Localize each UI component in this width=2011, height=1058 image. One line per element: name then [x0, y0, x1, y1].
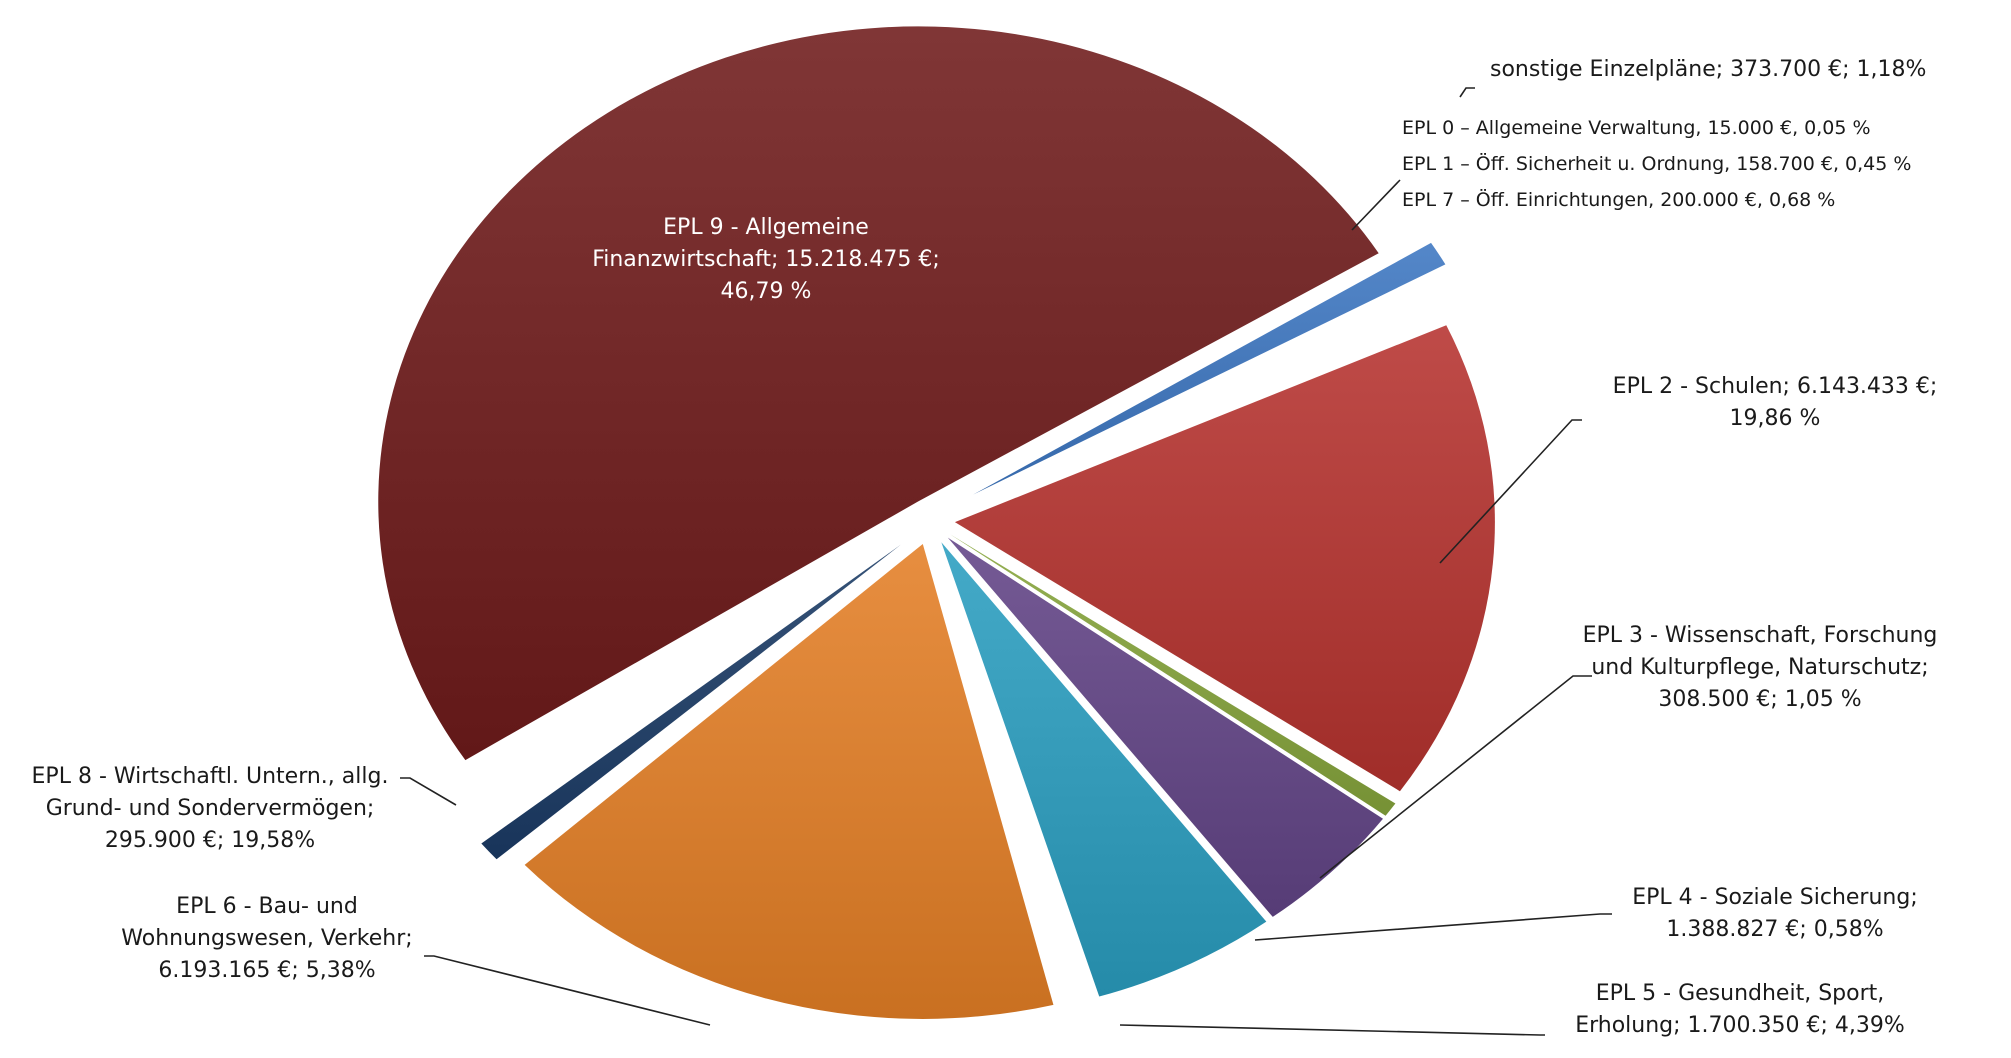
slice-labels: sonstige Einzelpläne; 373.700 €; 1,18% EP… — [32, 57, 1938, 1038]
leader-sonst-tick — [1459, 87, 1475, 98]
slice-sonst — [973, 242, 1446, 495]
label-epl8: EPL 8 - Wirtschaftl. Untern., allg. Grund… — [32, 764, 389, 853]
leader-epl2 — [1439, 419, 1582, 564]
slice-epl6 — [524, 543, 1054, 1019]
slice-epl8 — [481, 544, 901, 860]
label-epl9-line: EPL 9 - Allgemeine — [663, 215, 869, 240]
label-epl3: EPL 3 - Wissenschaft, Forschung und Kultu… — [1583, 623, 1938, 712]
label-epl9: EPL 9 - Allgemeine Finanzwirtschaft; 15.2… — [592, 215, 940, 304]
leader-epl4 — [1254, 913, 1612, 941]
sub-breakdown-item: EPL 0 – Allgemeine Verwaltung, 15.000 €,… — [1402, 117, 1871, 139]
label-epl4: EPL 4 - Soziale Sicherung; 1.388.827 €; 0… — [1632, 885, 1918, 942]
label-epl6: EPL 6 - Bau- und Wohnungswesen, Verkehr; 6… — [121, 894, 412, 983]
label-epl6-line: 6.193.165 €; 5,38% — [158, 958, 375, 983]
slice-epl2 — [954, 325, 1495, 792]
leader-lines — [400, 87, 1612, 1036]
label-epl3-line: und Kulturpflege, Naturschutz; — [1591, 655, 1928, 680]
label-epl8-line: 295.900 €; 19,58% — [105, 828, 315, 853]
label-epl4-line: 1.388.827 €; 0,58% — [1666, 917, 1883, 942]
leader-epl5 — [1119, 1024, 1545, 1036]
leader-epl3 — [1319, 675, 1592, 879]
slice-epl4 — [947, 537, 1383, 917]
label-epl3-line: 308.500 €; 1,05 % — [1658, 687, 1861, 712]
slice-epl3 — [950, 534, 1396, 816]
slice-epl5 — [941, 542, 1267, 997]
label-epl3-line: EPL 3 - Wissenschaft, Forschung — [1583, 623, 1938, 648]
label-epl8-line: EPL 8 - Wirtschaftl. Untern., allg. — [32, 764, 389, 789]
label-epl2-line: 19,86 % — [1730, 406, 1821, 431]
label-epl2-line: EPL 2 - Schulen; 6.143.433 €; — [1613, 374, 1938, 399]
label-epl2: EPL 2 - Schulen; 6.143.433 €; 19,86 % — [1613, 374, 1938, 431]
slice-epl9 — [378, 26, 1379, 761]
label-epl5: EPL 5 - Gesundheit, Sport, Erholung; 1.70… — [1575, 981, 1905, 1038]
label-sonst-line: sonstige Einzelpläne; 373.700 €; 1,18% — [1490, 57, 1926, 82]
label-epl5-line: EPL 5 - Gesundheit, Sport, — [1596, 981, 1885, 1006]
label-epl8-line: Grund- und Sondervermögen; — [46, 796, 375, 821]
label-epl4-line: EPL 4 - Soziale Sicherung; — [1632, 885, 1918, 910]
sub-breakdown-item: EPL 1 – Öff. Sicherheit u. Ordnung, 158.… — [1402, 152, 1911, 175]
label-epl6-line: Wohnungswesen, Verkehr; — [121, 926, 412, 951]
sub-breakdown-item: EPL 7 – Öff. Einrichtungen, 200.000 €, 0… — [1402, 188, 1835, 211]
label-sonst: sonstige Einzelpläne; 373.700 €; 1,18% — [1490, 57, 1926, 82]
pie-slices — [378, 26, 1495, 1019]
leader-sonst — [1351, 179, 1401, 231]
leader-epl6 — [424, 955, 711, 1026]
label-epl9-line: 46,79 % — [721, 279, 812, 304]
label-epl5-line: Erholung; 1.700.350 €; 4,39% — [1575, 1013, 1905, 1038]
label-epl9-line: Finanzwirtschaft; 15.218.475 €; — [592, 247, 940, 272]
label-epl6-line: EPL 6 - Bau- und — [176, 894, 358, 919]
leader-epl8 — [400, 777, 457, 806]
